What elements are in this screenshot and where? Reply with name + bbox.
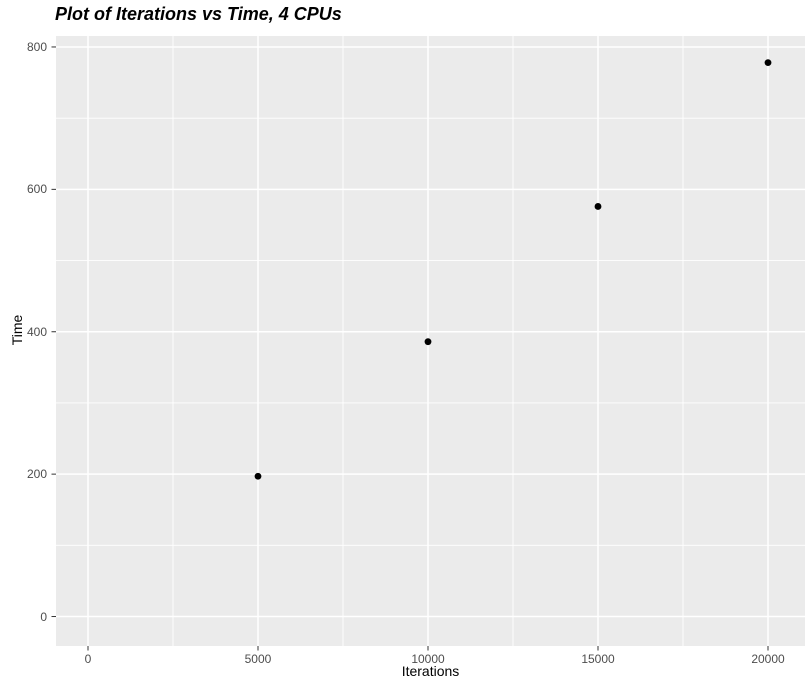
x-tick-label: 20000	[751, 652, 785, 666]
y-axis-title: Time	[9, 314, 25, 346]
y-tick-label: 800	[26, 39, 47, 54]
x-axis-title: Iterations	[401, 663, 460, 679]
x-tick-label: 15000	[581, 652, 615, 666]
data-point	[764, 59, 772, 67]
plot-title: Plot of Iterations vs Time, 4 CPUs	[55, 4, 342, 24]
data-point	[594, 203, 602, 210]
x-tick-label: 10000	[411, 652, 445, 666]
data-point	[254, 472, 262, 480]
x-tick-label: 5000	[244, 652, 272, 666]
x-tick-label: 0	[84, 652, 92, 666]
y-tick-label: 400	[26, 324, 47, 339]
data-point	[424, 338, 432, 346]
y-tick-label: 0	[40, 609, 47, 624]
y-tick-label: 600	[26, 182, 47, 197]
y-tick-label: 200	[26, 467, 47, 482]
